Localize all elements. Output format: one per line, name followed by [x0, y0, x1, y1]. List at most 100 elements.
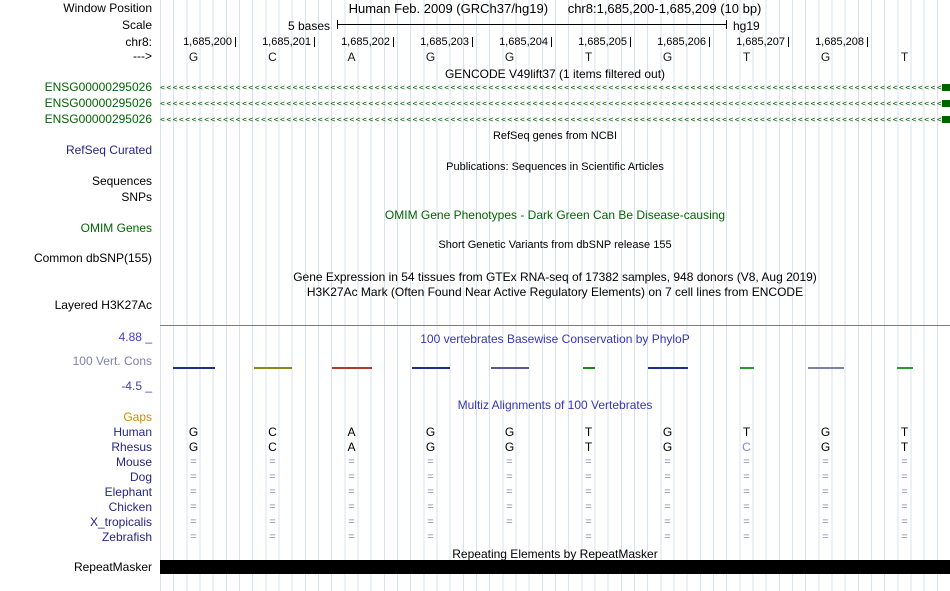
phylop-conservation-mark[interactable] — [647, 367, 688, 369]
align-match-mark: = — [427, 501, 434, 513]
align-match-mark: = — [901, 501, 908, 513]
refseq-track-title[interactable]: RefSeq genes from NCBI — [492, 130, 618, 142]
ruler-coordinate[interactable]: 1,685,204 — [499, 36, 548, 48]
align-match-mark: = — [585, 471, 592, 483]
species-label-mouse[interactable]: Mouse — [115, 455, 152, 469]
phylop-conservation-mark[interactable] — [411, 367, 450, 369]
window-position-title: Human Feb. 2009 (GRCh37/hg19) chr8:1,685… — [160, 1, 950, 16]
gene-intron-line[interactable]: <<<<<<<<<<<<<<<<<<<<<<<<<<<<<<<<<<<<<<<<… — [160, 83, 942, 92]
ruler-coordinate[interactable]: 1,685,208 — [815, 36, 864, 48]
multiz-track-title[interactable]: Multiz Alignments of 100 Vertebrates — [457, 398, 653, 412]
align-match-mark: = — [822, 516, 829, 528]
align-match-mark: = — [585, 531, 592, 543]
align-match-mark: = — [348, 531, 355, 543]
repeatmasker-bar[interactable] — [160, 560, 950, 574]
align-base: C — [268, 440, 277, 454]
ruler-coordinate[interactable]: 1,685,207 — [736, 36, 785, 48]
align-match-mark: = — [822, 471, 829, 483]
align-match-mark: = — [190, 456, 197, 468]
label-omim-genes[interactable]: OMIM Genes — [80, 221, 152, 235]
align-match-mark: = — [664, 486, 671, 498]
phylop-conservation-mark[interactable] — [331, 367, 372, 369]
gtex-track-title[interactable]: Gene Expression in 54 tissues from GTEx … — [293, 270, 817, 284]
align-match-mark: = — [585, 516, 592, 528]
gencode-track-title[interactable]: GENCODE V49lift37 (1 items filtered out) — [444, 67, 666, 81]
species-label-zebrafish[interactable]: Zebrafish — [101, 530, 152, 544]
gene-label-ensg[interactable]: ENSG00000295026 — [44, 96, 152, 110]
conservation-track-title[interactable]: 100 vertebrates Basewise Conservation by… — [420, 332, 690, 346]
label-common-dbsnp[interactable]: Common dbSNP(155) — [33, 251, 152, 265]
ruler-tick — [867, 37, 868, 47]
species-label-elephant[interactable]: Elephant — [104, 485, 152, 499]
ruler-tick — [393, 37, 394, 47]
ruler-tick — [551, 37, 552, 47]
ruler-base: G — [662, 50, 673, 64]
align-match-mark: = — [427, 531, 434, 543]
label-snps[interactable]: SNPs — [121, 190, 152, 204]
align-match-mark: = — [190, 516, 197, 528]
phylop-conservation-mark[interactable] — [172, 367, 215, 369]
position-range: chr8:1,685,200-1,685,209 (10 bp) — [567, 1, 762, 16]
label-conservation-max: 4.88 _ — [118, 330, 152, 344]
align-match-mark: = — [348, 471, 355, 483]
phylop-conservation-mark[interactable] — [490, 367, 529, 369]
phylop-conservation-mark[interactable] — [739, 367, 754, 369]
align-match-mark: = — [190, 471, 197, 483]
species-label-rhesus[interactable]: Rhesus — [111, 440, 152, 454]
gene-exon-block[interactable] — [942, 100, 950, 107]
label-repeatmasker[interactable]: RepeatMasker — [73, 560, 152, 574]
align-match-mark: = — [822, 486, 829, 498]
align-base: G — [662, 425, 673, 439]
scale-bases-label: 5 bases — [287, 19, 330, 33]
label-window-position: Window Position — [63, 1, 152, 15]
ruler-coordinate[interactable]: 1,685,202 — [341, 36, 390, 48]
phylop-conservation-mark[interactable] — [807, 367, 844, 369]
dbsnp-track-title[interactable]: Short Genetic Variants from dbSNP releas… — [438, 239, 672, 251]
assembly-label: hg19 — [733, 19, 760, 33]
omim-track-title[interactable]: OMIM Gene Phenotypes - Dark Green Can Be… — [384, 208, 726, 222]
gene-label-ensg[interactable]: ENSG00000295026 — [44, 112, 152, 126]
species-label-dog[interactable]: Dog — [129, 470, 152, 484]
track-gridlines — [160, 0, 950, 591]
align-base: C — [742, 440, 751, 454]
species-label-human[interactable]: Human — [113, 425, 152, 439]
align-match-mark: = — [190, 531, 197, 543]
ruler-coordinate[interactable]: 1,685,201 — [262, 36, 311, 48]
align-match-mark: = — [269, 471, 276, 483]
phylop-conservation-mark[interactable] — [582, 367, 595, 369]
publications-track-title[interactable]: Publications: Sequences in Scientific Ar… — [446, 161, 664, 173]
phylop-conservation-mark[interactable] — [896, 367, 913, 369]
ruler-tick — [630, 37, 631, 47]
label-refseq-curated[interactable]: RefSeq Curated — [65, 143, 152, 157]
h3k27ac-track-title[interactable]: H3K27Ac Mark (Often Found Near Active Re… — [306, 285, 804, 299]
ruler-base: T — [742, 50, 751, 64]
align-match-mark: = — [743, 456, 750, 468]
ruler-base: C — [268, 50, 277, 64]
ruler-coordinate[interactable]: 1,685,206 — [657, 36, 706, 48]
align-match-mark: = — [901, 516, 908, 528]
label-layered-h3k27ac[interactable]: Layered H3K27Ac — [54, 298, 152, 312]
ruler-coordinate[interactable]: 1,685,200 — [183, 36, 232, 48]
species-label-x_tropicalis[interactable]: X_tropicalis — [89, 515, 152, 529]
align-match-mark: = — [269, 456, 276, 468]
align-match-mark: = — [901, 471, 908, 483]
phylop-conservation-mark[interactable] — [253, 367, 292, 369]
gene-exon-block[interactable] — [942, 116, 950, 123]
label-vert-cons[interactable]: 100 Vert. Cons — [72, 354, 152, 368]
label-sequences[interactable]: Sequences — [91, 174, 152, 188]
align-match-mark: = — [743, 531, 750, 543]
align-base: G — [425, 440, 436, 454]
label-scale: Scale — [121, 18, 152, 32]
align-base: G — [820, 425, 831, 439]
gene-intron-line[interactable]: <<<<<<<<<<<<<<<<<<<<<<<<<<<<<<<<<<<<<<<<… — [160, 115, 942, 124]
gene-exon-block[interactable] — [942, 84, 950, 91]
align-match-mark: = — [664, 471, 671, 483]
gene-label-ensg[interactable]: ENSG00000295026 — [44, 80, 152, 94]
repeatmasker-track-title[interactable]: Repeating Elements by RepeatMasker — [452, 547, 658, 561]
species-label-chicken[interactable]: Chicken — [108, 500, 152, 514]
gene-intron-line[interactable]: <<<<<<<<<<<<<<<<<<<<<<<<<<<<<<<<<<<<<<<<… — [160, 99, 942, 108]
ruler-coordinate[interactable]: 1,685,205 — [578, 36, 627, 48]
label-gaps[interactable]: Gaps — [123, 410, 152, 424]
ruler-coordinate[interactable]: 1,685,203 — [420, 36, 469, 48]
